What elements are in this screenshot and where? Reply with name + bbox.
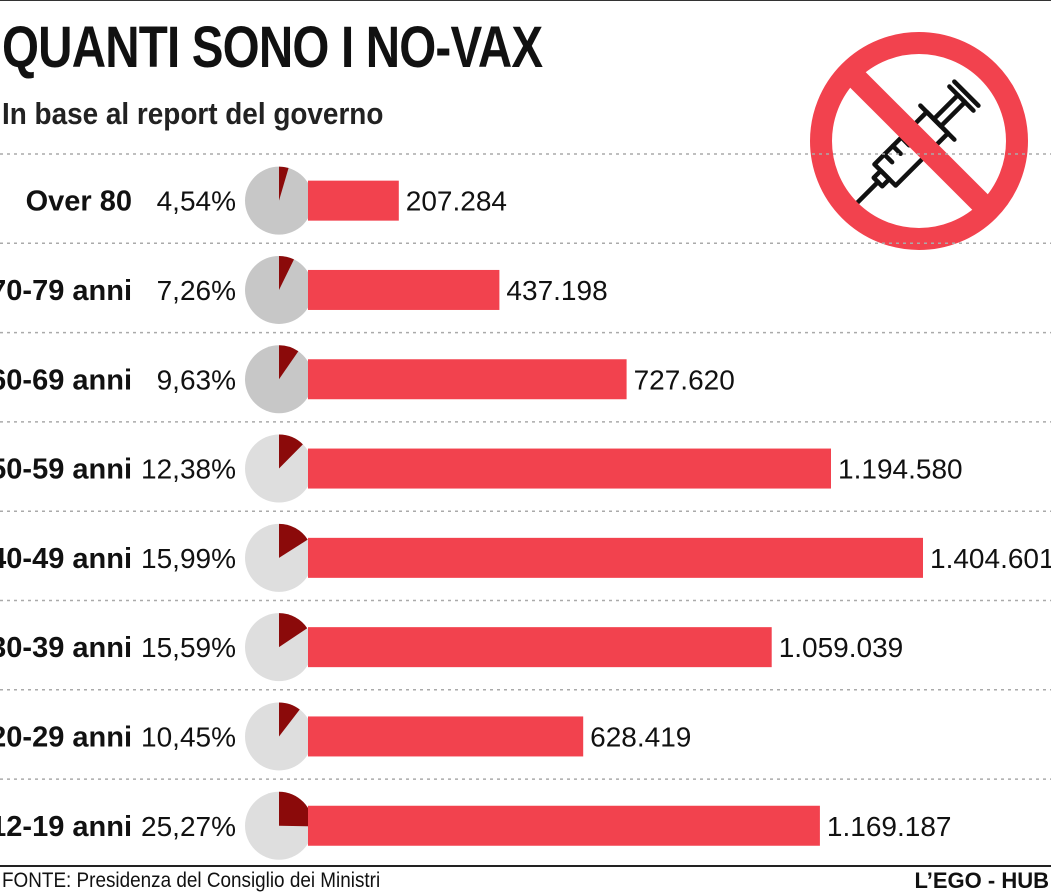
value-label: 727.620 <box>634 364 735 395</box>
percentage-label: 10,45% <box>141 721 236 752</box>
bar <box>308 448 831 489</box>
bar <box>308 180 399 221</box>
chart-area: Over 80 4,54% 207.284 70-79 anni 7,26% 437.19… <box>0 153 1051 860</box>
pie-slice <box>279 702 300 737</box>
value-label: 437.198 <box>506 275 607 306</box>
credit-label: L’EGO - HUB <box>914 868 1049 893</box>
value-label: 1.169.187 <box>827 811 952 842</box>
percentage-label: 15,59% <box>141 632 236 663</box>
pie-slice <box>279 613 308 648</box>
footer-rule <box>0 865 1051 867</box>
category-label: 40-49 anni <box>0 543 132 575</box>
no-vaccine-syringe-icon <box>810 32 1028 250</box>
pie-slice <box>279 434 303 469</box>
category-label: 30-39 anni <box>0 632 132 664</box>
source-note: FONTE: Presidenza del Consiglio dei Mini… <box>2 869 381 892</box>
bar <box>308 627 772 668</box>
value-label: 1.059.039 <box>779 632 904 663</box>
category-label: 70-79 anni <box>0 275 132 307</box>
category-label: 20-29 anni <box>0 721 132 753</box>
chart-title: QUANTI SONO I NO-VAX <box>2 15 543 80</box>
top-rule <box>0 0 1051 1</box>
percentage-label: 15,99% <box>141 543 236 574</box>
pie-slice <box>279 523 308 558</box>
category-label: 50-59 anni <box>0 454 132 486</box>
value-label: 1.194.580 <box>838 454 963 485</box>
percentage-label: 4,54% <box>157 186 236 217</box>
category-label: Over 80 <box>26 186 132 218</box>
value-label: 207.284 <box>406 186 507 217</box>
value-label: 628.419 <box>590 721 691 752</box>
bar <box>308 716 584 757</box>
pie-slice <box>279 791 314 827</box>
chart-subtitle: In base al report del governo <box>2 96 384 131</box>
category-label: 60-69 anni <box>0 364 132 396</box>
percentage-label: 25,27% <box>141 811 236 842</box>
percentage-label: 12,38% <box>141 454 236 485</box>
value-label: 1.404.601 <box>930 543 1051 574</box>
pie-slice <box>279 345 299 380</box>
bar <box>308 269 500 310</box>
bar <box>308 805 820 846</box>
percentage-label: 9,63% <box>157 364 236 395</box>
percentage-label: 7,26% <box>157 275 236 306</box>
pie-slice <box>279 255 294 290</box>
category-label: 12-19 anni <box>0 811 132 843</box>
bar <box>308 537 923 578</box>
bar <box>308 359 627 400</box>
pie-slice <box>279 166 289 201</box>
